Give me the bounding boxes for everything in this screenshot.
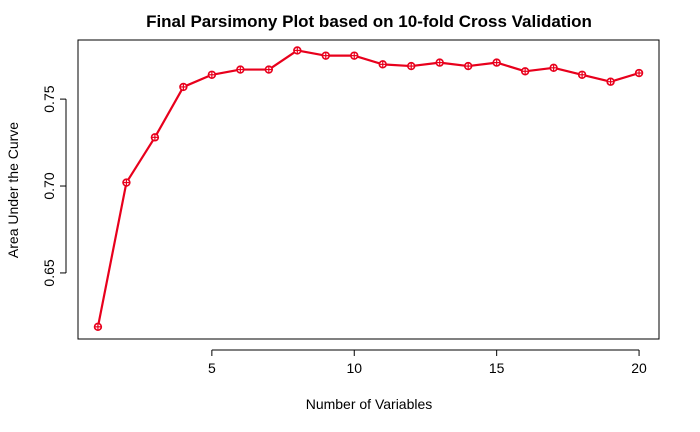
y-axis: 0.65 0.70 0.75	[41, 85, 67, 287]
data-point	[350, 51, 359, 60]
data-point	[378, 60, 387, 69]
x-axis: 5 10 15 20	[208, 349, 647, 376]
x-tick-label: 15	[489, 360, 505, 376]
data-point	[634, 68, 644, 78]
plot-area-frame	[77, 39, 660, 340]
y-tick-label: 0.65	[41, 259, 57, 286]
x-tick-label: 10	[346, 360, 362, 376]
data-point	[150, 133, 160, 142]
data-point	[264, 65, 274, 74]
data-point	[321, 51, 330, 60]
x-tick-label: 5	[208, 360, 216, 376]
data-point	[93, 322, 103, 332]
series-layer	[93, 46, 644, 332]
data-point	[435, 58, 444, 67]
series-line	[96, 49, 640, 328]
chart-title: Final Parsimony Plot based on 10-fold Cr…	[146, 12, 592, 31]
data-point	[606, 77, 615, 86]
data-point	[122, 178, 131, 187]
data-point	[492, 58, 501, 67]
data-point	[463, 61, 473, 71]
data-point	[293, 46, 302, 55]
x-axis-label: Number of Variables	[306, 396, 433, 412]
y-tick-label: 0.75	[41, 85, 57, 112]
data-point	[577, 70, 587, 79]
data-point	[236, 65, 245, 74]
data-point	[179, 82, 188, 92]
data-point	[407, 61, 416, 71]
data-point	[520, 67, 530, 76]
data-point	[549, 63, 558, 73]
data-point	[207, 70, 217, 79]
y-axis-label: Area Under the Curve	[5, 122, 21, 258]
y-tick-label: 0.70	[41, 172, 57, 199]
x-tick-label: 20	[631, 360, 647, 376]
